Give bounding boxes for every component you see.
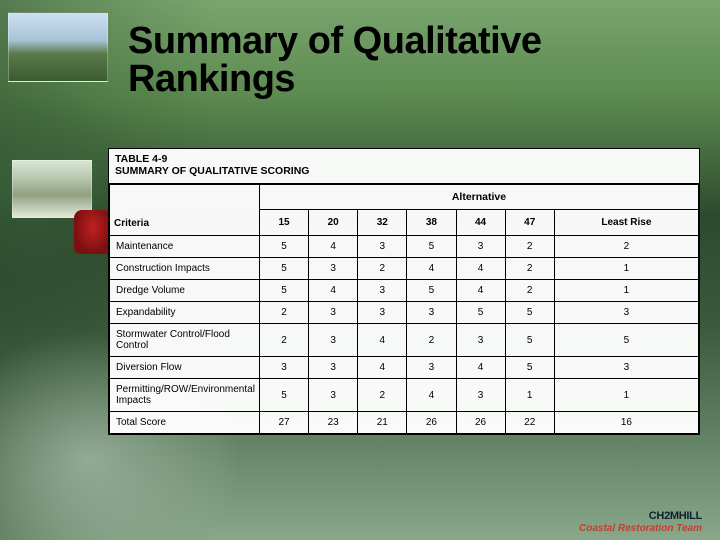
value-cell: 1 — [554, 258, 698, 280]
criteria-cell: Permitting/ROW/Environmental Impacts — [110, 379, 260, 412]
table-caption: TABLE 4-9 SUMMARY OF QUALITATIVE SCORING — [109, 149, 699, 184]
footer-logo: CH2MHILL — [649, 510, 702, 522]
criteria-header: Criteria — [110, 185, 260, 236]
col-header: Least Rise — [554, 210, 698, 236]
table-row: Diversion Flow 3 3 4 3 4 5 3 — [110, 357, 699, 379]
criteria-cell: Construction Impacts — [110, 258, 260, 280]
value-cell: 4 — [309, 280, 358, 302]
value-cell: 3 — [259, 357, 308, 379]
value-cell: 4 — [407, 258, 456, 280]
table-caption-line-2: SUMMARY OF QUALITATIVE SCORING — [115, 165, 693, 177]
table-row: Stormwater Control/Flood Control 2 3 4 2… — [110, 324, 699, 357]
criteria-cell: Diversion Flow — [110, 357, 260, 379]
value-cell: 26 — [456, 412, 505, 434]
backpack-icon — [74, 210, 112, 254]
table-row: Maintenance 5 4 3 5 3 2 2 — [110, 236, 699, 258]
alternative-header: Alternative — [259, 185, 698, 210]
value-cell: 4 — [358, 357, 407, 379]
value-cell: 26 — [407, 412, 456, 434]
col-header: 38 — [407, 210, 456, 236]
value-cell: 5 — [456, 302, 505, 324]
value-cell: 5 — [259, 280, 308, 302]
table-row: Total Score 27 23 21 26 26 22 16 — [110, 412, 699, 434]
value-cell: 5 — [505, 324, 554, 357]
slide: Summary of Qualitative Rankings TABLE 4-… — [0, 0, 720, 540]
value-cell: 5 — [259, 258, 308, 280]
table-row: Construction Impacts 5 3 2 4 4 2 1 — [110, 258, 699, 280]
value-cell: 3 — [309, 357, 358, 379]
value-cell: 3 — [456, 324, 505, 357]
value-cell: 3 — [358, 302, 407, 324]
page-title: Summary of Qualitative Rankings — [128, 22, 541, 98]
value-cell: 3 — [554, 302, 698, 324]
col-header: 44 — [456, 210, 505, 236]
value-cell: 3 — [309, 379, 358, 412]
value-cell: 4 — [456, 280, 505, 302]
value-cell: 4 — [309, 236, 358, 258]
criteria-cell: Total Score — [110, 412, 260, 434]
col-header: 15 — [259, 210, 308, 236]
footer-subtitle: Coastal Restoration Team — [579, 523, 702, 534]
criteria-cell: Dredge Volume — [110, 280, 260, 302]
value-cell: 27 — [259, 412, 308, 434]
value-cell: 1 — [505, 379, 554, 412]
value-cell: 2 — [407, 324, 456, 357]
value-cell: 2 — [505, 258, 554, 280]
value-cell: 1 — [554, 379, 698, 412]
value-cell: 2 — [554, 236, 698, 258]
table-row: Expandability 2 3 3 3 5 5 3 — [110, 302, 699, 324]
value-cell: 2 — [259, 302, 308, 324]
value-cell: 2 — [358, 258, 407, 280]
criteria-cell: Expandability — [110, 302, 260, 324]
value-cell: 2 — [505, 280, 554, 302]
value-cell: 22 — [505, 412, 554, 434]
value-cell: 4 — [407, 379, 456, 412]
value-cell: 16 — [554, 412, 698, 434]
value-cell: 3 — [456, 379, 505, 412]
value-cell: 3 — [554, 357, 698, 379]
col-header: 47 — [505, 210, 554, 236]
value-cell: 21 — [358, 412, 407, 434]
value-cell: 5 — [407, 280, 456, 302]
value-cell: 2 — [358, 379, 407, 412]
value-cell: 2 — [505, 236, 554, 258]
value-cell: 5 — [554, 324, 698, 357]
table-caption-line-1: TABLE 4-9 — [115, 153, 693, 165]
value-cell: 3 — [456, 236, 505, 258]
value-cell: 23 — [309, 412, 358, 434]
table-row: Dredge Volume 5 4 3 5 4 2 1 — [110, 280, 699, 302]
value-cell: 1 — [554, 280, 698, 302]
value-cell: 5 — [259, 236, 308, 258]
value-cell: 4 — [358, 324, 407, 357]
value-cell: 4 — [456, 258, 505, 280]
title-line-2: Rankings — [128, 60, 541, 98]
value-cell: 5 — [259, 379, 308, 412]
value-cell: 3 — [309, 258, 358, 280]
value-cell: 3 — [407, 302, 456, 324]
value-cell: 5 — [407, 236, 456, 258]
value-cell: 3 — [309, 302, 358, 324]
title-line-1: Summary of Qualitative — [128, 22, 541, 60]
col-header: 32 — [358, 210, 407, 236]
value-cell: 3 — [358, 236, 407, 258]
value-cell: 3 — [358, 280, 407, 302]
value-cell: 5 — [505, 357, 554, 379]
table-container: TABLE 4-9 SUMMARY OF QUALITATIVE SCORING… — [108, 148, 700, 435]
sidebar-photo-top — [8, 12, 108, 82]
value-cell: 5 — [505, 302, 554, 324]
alternative-header-row: Criteria Alternative — [110, 185, 699, 210]
table-row: Permitting/ROW/Environmental Impacts 5 3… — [110, 379, 699, 412]
col-header: 20 — [309, 210, 358, 236]
value-cell: 3 — [407, 357, 456, 379]
value-cell: 4 — [456, 357, 505, 379]
value-cell: 3 — [309, 324, 358, 357]
criteria-cell: Maintenance — [110, 236, 260, 258]
table-body: Maintenance 5 4 3 5 3 2 2 Construction I… — [110, 236, 699, 434]
criteria-cell: Stormwater Control/Flood Control — [110, 324, 260, 357]
scoring-table: Criteria Alternative 15 20 32 38 44 47 L… — [109, 184, 699, 434]
value-cell: 2 — [259, 324, 308, 357]
